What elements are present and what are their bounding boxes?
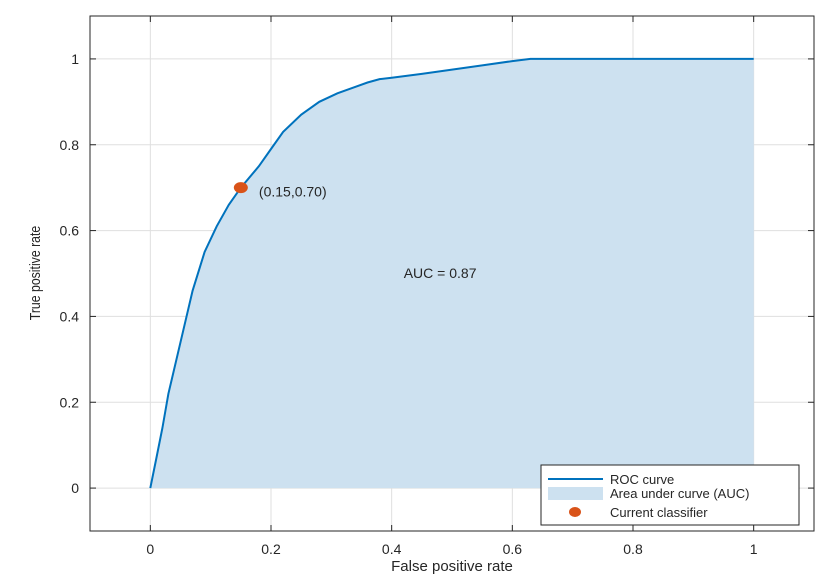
- y-tick-label: 0: [71, 480, 79, 496]
- x-tick-label: 0.6: [503, 541, 523, 557]
- y-tick-label: 0.6: [60, 223, 80, 239]
- y-axis-label: True positive rate: [27, 225, 43, 320]
- legend: ROC curve Area under curve (AUC) Current…: [540, 464, 800, 526]
- axes-box: [89, 15, 815, 532]
- y-tick-label: 0.4: [60, 308, 80, 324]
- plot-area: (0.15,0.70) AUC = 0.87 0 0.2 0.4 0.6 0.8 1 00…: [60, 15, 815, 557]
- classifier-annotation: (0.15,0.70): [259, 183, 327, 199]
- legend-label-roc: ROC curve: [610, 472, 674, 487]
- roc-curve-line: [149, 57, 754, 489]
- y-tick-label: 1: [71, 51, 79, 67]
- legend-classifier-swatch: [569, 507, 581, 517]
- x-tick-label: 1: [750, 541, 758, 557]
- x-tick-label: 0.8: [623, 541, 643, 557]
- x-tick-label: 0.2: [261, 541, 281, 557]
- auc-annotation: AUC = 0.87: [404, 265, 477, 281]
- legend-label-auc: Area under curve (AUC): [610, 486, 749, 501]
- auc-area: [150, 58, 754, 489]
- current-classifier-point: [233, 182, 248, 194]
- legend-label-classifier: Current classifier: [610, 505, 708, 520]
- y-axis-ticks: 0 0.2 0.4 0.6 0.8 1: [60, 51, 814, 496]
- y-tick-label: 0.8: [60, 137, 80, 153]
- x-axis-ticks: 0 0.2 0.4 0.6 0.8 1: [146, 16, 758, 557]
- y-tick-label: 0.2: [60, 394, 80, 410]
- legend-auc-swatch: [548, 487, 603, 500]
- x-tick-label: 0: [146, 541, 154, 557]
- x-axis-label: False positive rate: [391, 558, 513, 575]
- x-tick-label: 0.4: [382, 541, 402, 557]
